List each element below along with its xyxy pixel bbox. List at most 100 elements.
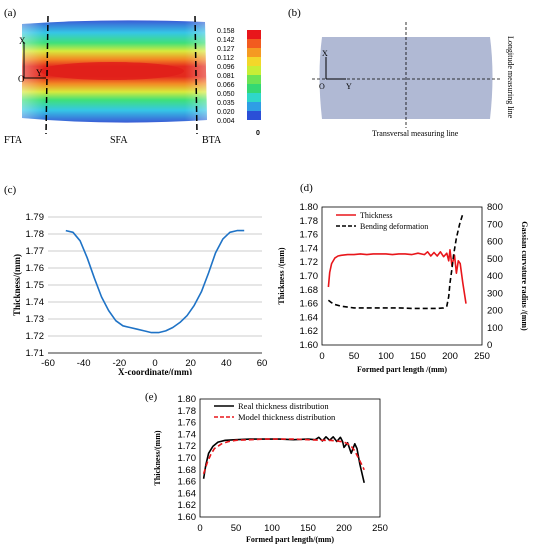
x-tick-label: 50 xyxy=(349,351,360,362)
y-axis-title: Thickness/(mm) xyxy=(12,254,22,316)
svg-text:0.050: 0.050 xyxy=(217,91,235,98)
axis-y-letter: Y xyxy=(346,82,352,91)
x-tick-label: -40 xyxy=(77,358,91,369)
legend-label: Model thickness distribution xyxy=(238,412,336,422)
y-tick-label: 1.78 xyxy=(300,216,319,227)
y-tick-label: 1.76 xyxy=(26,263,45,274)
legend-label: Bending deformation xyxy=(360,222,428,231)
legend-label: Real thickness distribution xyxy=(238,401,329,411)
y-tick-label: 1.79 xyxy=(26,212,45,223)
svg-text:0.081: 0.081 xyxy=(217,73,235,80)
origin-letter: O xyxy=(18,74,25,84)
y-tick-label: 1.60 xyxy=(178,512,197,523)
y-tick-label: 1.75 xyxy=(26,280,45,291)
plot-frame xyxy=(321,206,483,346)
transversal-label: Transversal measuring line xyxy=(372,129,459,138)
longitude-label: Longitude measuring line xyxy=(506,36,515,119)
x-tick-label: 50 xyxy=(231,523,242,534)
y-tick-label: 1.74 xyxy=(26,297,45,308)
plot-frame xyxy=(199,398,381,518)
svg-text:0.004: 0.004 xyxy=(217,118,235,125)
axis-x-letter: X xyxy=(322,49,328,58)
y-tick-label: 1.80 xyxy=(178,394,197,405)
panel-c-label: (c) xyxy=(4,184,17,196)
y-tick-label: 1.66 xyxy=(178,477,197,488)
region-bta: BTA xyxy=(202,135,222,146)
x-tick-label: 20 xyxy=(185,358,196,369)
svg-text:0.112: 0.112 xyxy=(217,55,234,62)
x-tick-label: 100 xyxy=(264,523,280,534)
y-tick-label: 1.66 xyxy=(300,299,319,310)
y-tick-label: 1.73 xyxy=(26,314,45,325)
svg-text:0.142: 0.142 xyxy=(217,37,235,44)
x-tick-label: 250 xyxy=(474,351,490,362)
region-fta: FTA xyxy=(4,135,23,146)
x-tick-label: 0 xyxy=(197,523,202,534)
chart-e: (e) 1.601.621.641.661.681.701.721.741.76… xyxy=(145,391,388,544)
y2-tick-label: 600 xyxy=(487,237,503,248)
colorbar-labels: 0.158 0.142 0.127 0.112 0.096 0.081 0.06… xyxy=(217,28,260,137)
chart-c: (c) 1.71 1.72 1.73 1.74 1.75 1.76 1.77 1.78 1.79… xyxy=(4,184,268,375)
y-tick-label: 1.77 xyxy=(26,246,45,257)
panel-a-label: (a) xyxy=(4,7,17,19)
y-tick-label: 1.71 xyxy=(26,348,45,359)
x-tick-label: 250 xyxy=(372,523,388,534)
y-tick-label: 1.76 xyxy=(178,418,197,429)
y2-tick-label: 100 xyxy=(487,323,503,334)
y-tick-label: 1.64 xyxy=(178,488,197,499)
y-tick-label: 1.62 xyxy=(178,500,197,511)
y-tick-label: 1.72 xyxy=(26,331,45,342)
svg-text:0.127: 0.127 xyxy=(217,46,235,53)
y-tick-label: 1.60 xyxy=(300,340,319,351)
x-tick-label: 150 xyxy=(300,523,316,534)
y-tick-label: 1.72 xyxy=(178,441,197,452)
panel-d-label: (d) xyxy=(300,182,313,194)
y2-axis-title: Gassian curvature radius /(mm) xyxy=(520,221,529,331)
y-tick-label: 1.76 xyxy=(300,230,319,241)
y-axis-title: Thickness/(mm) xyxy=(153,430,162,485)
x-tick-label: 100 xyxy=(378,351,394,362)
y-tick-label: 1.78 xyxy=(26,229,45,240)
series-line-thickness xyxy=(65,229,245,334)
panel-e: (e) 1.60 1.62 1.64 1.66 1.68 1.70 1.72 1.74 1.76… xyxy=(130,385,405,550)
y2-tick-label: 500 xyxy=(487,254,503,265)
panel-e-label: (e) xyxy=(145,391,158,403)
x-axis-title: Formed part length/(mm) xyxy=(246,535,334,544)
svg-text:0.096: 0.096 xyxy=(217,64,235,71)
y2-tick-label: 700 xyxy=(487,219,503,230)
y2-tick-label: 200 xyxy=(487,306,503,317)
y-tick-label: 1.78 xyxy=(178,406,197,417)
panel-d: (d) 1.60 1.62 1.64 1.66 1.68 1.70 1.72 1.74 1.76… xyxy=(270,175,535,375)
x-tick-label: 0 xyxy=(152,358,157,369)
y-tick-label: 1.62 xyxy=(300,326,319,337)
y2-tick-label: 800 xyxy=(487,202,503,213)
y-tick-label: 1.80 xyxy=(300,202,319,213)
y2-tick-label: 300 xyxy=(487,288,503,299)
y2-tick-label: 0 xyxy=(487,340,492,351)
x-tick-label: 0 xyxy=(319,351,324,362)
series-line-real-thickness-distribution xyxy=(202,435,365,483)
colorbar xyxy=(247,30,261,120)
y-axis-title: Thickness /(mm) xyxy=(277,247,286,304)
svg-text:0: 0 xyxy=(256,130,260,137)
svg-text:0.158: 0.158 xyxy=(217,28,235,35)
panel-a-figure: (a) X Y O 0.158 0.142 0.127 xyxy=(4,7,261,146)
series-line-bending-deformation xyxy=(327,213,464,310)
panel-a: (a) X Y O 0.158 0.142 0.127 xyxy=(0,0,270,150)
x-tick-label: -60 xyxy=(41,358,55,369)
y-tick-label: 1.68 xyxy=(300,285,319,296)
y-tick-label: 1.68 xyxy=(178,465,197,476)
svg-text:0.035: 0.035 xyxy=(217,100,235,107)
origin-letter: O xyxy=(319,82,325,91)
svg-text:0.020: 0.020 xyxy=(217,109,235,116)
region-sfa: SFA xyxy=(110,135,128,146)
axis-y-letter: Y xyxy=(36,68,43,78)
x-tick-label: 60 xyxy=(257,358,268,369)
y-tick-label: 1.70 xyxy=(178,453,197,464)
panel-b: (b) X Y O Longitude measuring line Trans… xyxy=(270,0,535,150)
x-tick-label: 40 xyxy=(221,358,232,369)
y-tick-label: 1.74 xyxy=(300,243,319,254)
y-tick-label: 1.70 xyxy=(300,271,319,282)
svg-text:0.066: 0.066 xyxy=(217,82,235,89)
panel-c: (c) 1.71 1.72 1.73 1.74 1.75 1.76 1.77 1.78 1.79… xyxy=(0,175,270,375)
